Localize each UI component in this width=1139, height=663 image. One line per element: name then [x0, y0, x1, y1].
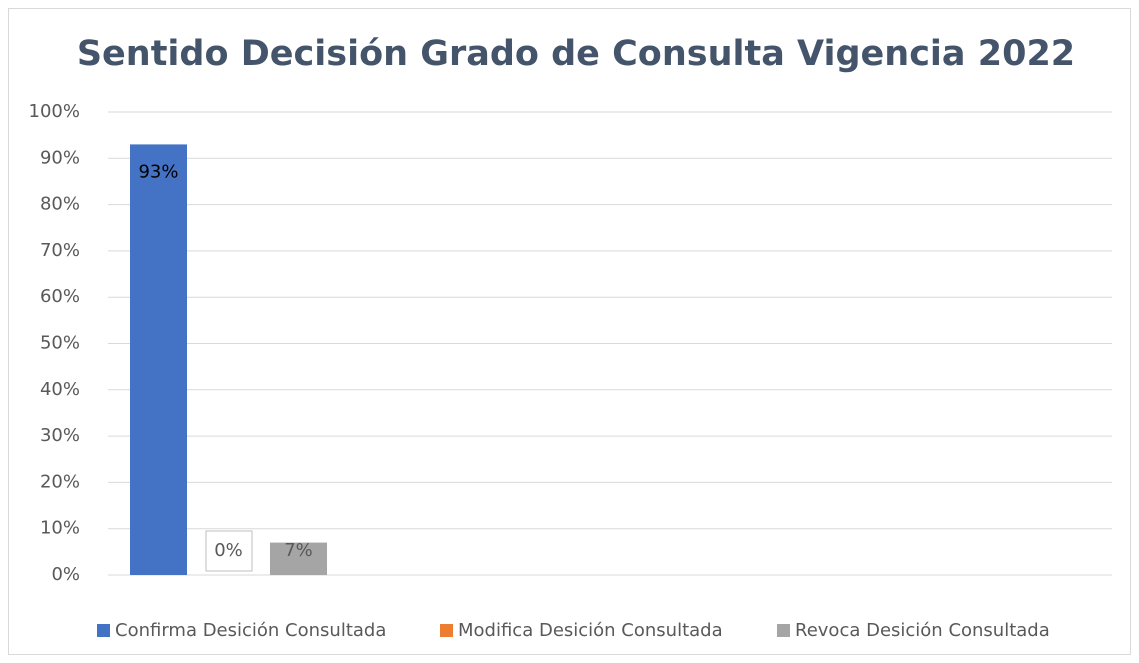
legend-swatch [440, 624, 453, 637]
y-tick-label: 40% [40, 379, 80, 400]
y-tick-label: 50% [40, 333, 80, 354]
y-tick-label: 90% [40, 147, 80, 168]
data-label-box [205, 530, 253, 572]
data-label: 7% [284, 540, 313, 561]
bar [130, 144, 187, 575]
legend-label: Revoca Desición Consultada [795, 620, 1050, 641]
y-tick-label: 0% [51, 564, 80, 585]
y-tick-label: 70% [40, 240, 80, 261]
y-tick-label: 100% [29, 101, 80, 122]
data-label: 0% [214, 540, 243, 561]
chart-border [8, 8, 1131, 655]
y-tick-label: 10% [40, 518, 80, 539]
bar [270, 542, 327, 575]
y-tick-label: 60% [40, 286, 80, 307]
y-tick-label: 20% [40, 471, 80, 492]
legend-label: Confirma Desición Consultada [115, 620, 386, 641]
y-tick-label: 80% [40, 194, 80, 215]
legend-swatch [97, 624, 110, 637]
legend-label: Modifica Desición Consultada [458, 620, 723, 641]
legend-swatch [777, 624, 790, 637]
chart-title: Sentido Decisión Grado de Consulta Vigen… [77, 34, 1075, 74]
data-label: 93% [138, 161, 178, 182]
y-tick-label: 30% [40, 425, 80, 446]
